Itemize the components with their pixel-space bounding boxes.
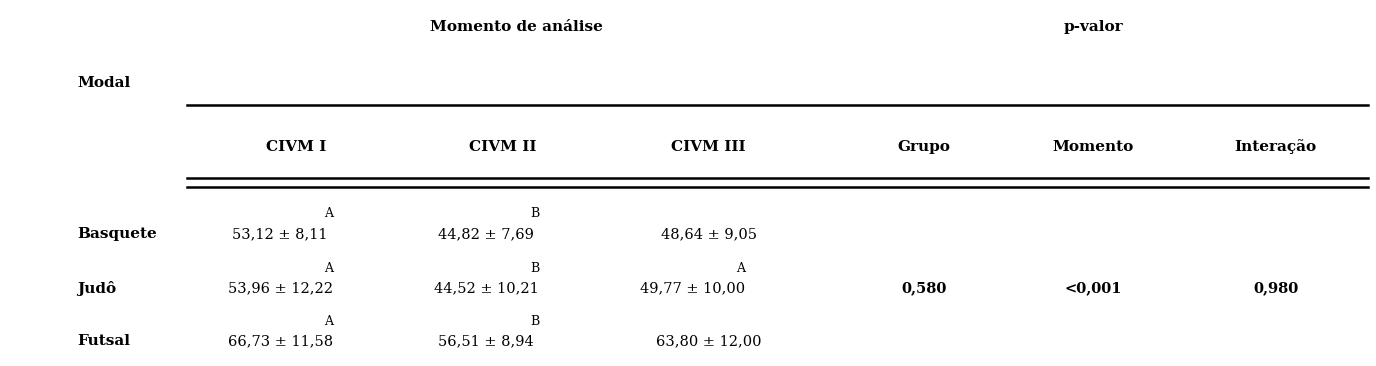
Text: CIVM I: CIVM I bbox=[267, 140, 327, 154]
Text: 0,580: 0,580 bbox=[901, 281, 947, 295]
Text: 66,73 ± 11,58: 66,73 ± 11,58 bbox=[227, 334, 333, 348]
Text: A: A bbox=[736, 262, 744, 275]
Text: 53,12 ± 8,11: 53,12 ± 8,11 bbox=[233, 227, 327, 241]
Text: CIVM III: CIVM III bbox=[671, 140, 746, 154]
Text: Futsal: Futsal bbox=[77, 334, 129, 348]
Text: Basquete: Basquete bbox=[77, 227, 157, 241]
Text: Interação: Interação bbox=[1234, 139, 1317, 154]
Text: 44,52 ± 10,21: 44,52 ± 10,21 bbox=[433, 281, 538, 295]
Text: 0,980: 0,980 bbox=[1254, 281, 1299, 295]
Text: B: B bbox=[530, 262, 539, 275]
Text: Modal: Modal bbox=[77, 76, 131, 90]
Text: p-valor: p-valor bbox=[1064, 20, 1123, 34]
Text: A: A bbox=[325, 262, 333, 275]
Text: 48,64 ± 9,05: 48,64 ± 9,05 bbox=[660, 227, 757, 241]
Text: B: B bbox=[530, 208, 539, 220]
Text: Momento de análise: Momento de análise bbox=[429, 20, 603, 34]
Text: A: A bbox=[325, 314, 333, 328]
Text: <0,001: <0,001 bbox=[1065, 281, 1121, 295]
Text: Judô: Judô bbox=[77, 281, 116, 296]
Text: 49,77 ± 10,00: 49,77 ± 10,00 bbox=[640, 281, 744, 295]
Text: Momento: Momento bbox=[1053, 140, 1134, 154]
Text: 56,51 ± 8,94: 56,51 ± 8,94 bbox=[439, 334, 534, 348]
Text: 53,96 ± 12,22: 53,96 ± 12,22 bbox=[227, 281, 333, 295]
Text: CIVM II: CIVM II bbox=[469, 140, 537, 154]
Text: B: B bbox=[530, 314, 539, 328]
Text: 63,80 ± 12,00: 63,80 ± 12,00 bbox=[656, 334, 761, 348]
Text: Grupo: Grupo bbox=[897, 140, 951, 154]
Text: 44,82 ± 7,69: 44,82 ± 7,69 bbox=[438, 227, 534, 241]
Text: A: A bbox=[325, 208, 333, 220]
